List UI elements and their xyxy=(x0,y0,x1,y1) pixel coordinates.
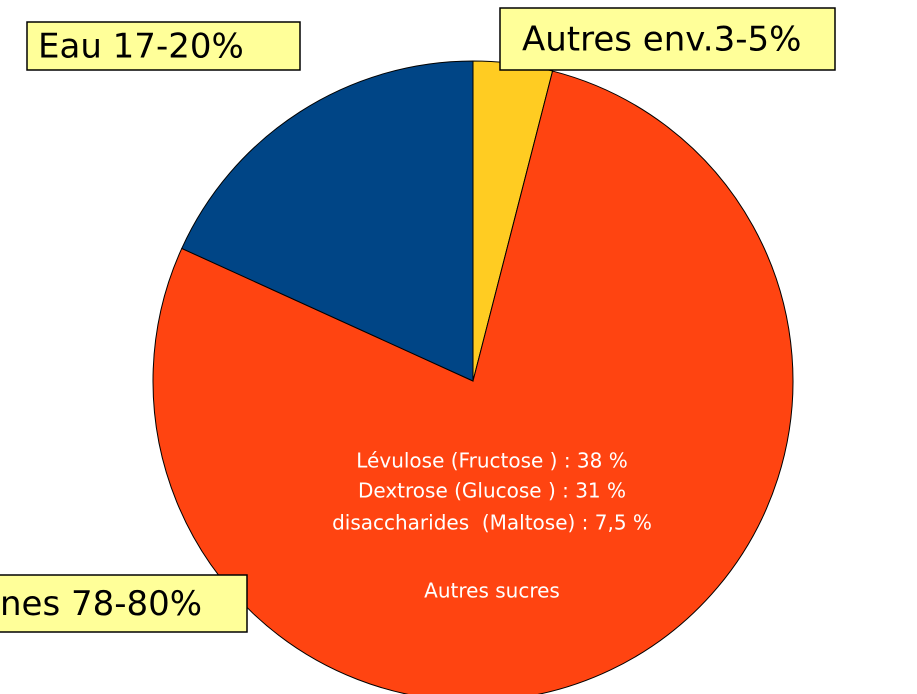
annotation: Lévulose (Fructose ) : 38 % xyxy=(356,449,627,473)
annotation: Dextrose (Glucose ) : 31 % xyxy=(358,479,626,503)
slice-label: nes 78-80% xyxy=(0,584,202,624)
pie-slice xyxy=(181,60,474,382)
pie-slice xyxy=(152,70,794,694)
slice-label: Autres env.3-5% xyxy=(522,20,801,60)
label-box xyxy=(26,21,301,71)
label-box xyxy=(0,574,248,633)
annotation: disaccharides (Maltose) : 7,5 % xyxy=(332,511,652,535)
label-box xyxy=(499,7,836,71)
slice-label: Eau 17-20% xyxy=(38,27,244,67)
annotation: Autres sucres xyxy=(424,579,560,603)
